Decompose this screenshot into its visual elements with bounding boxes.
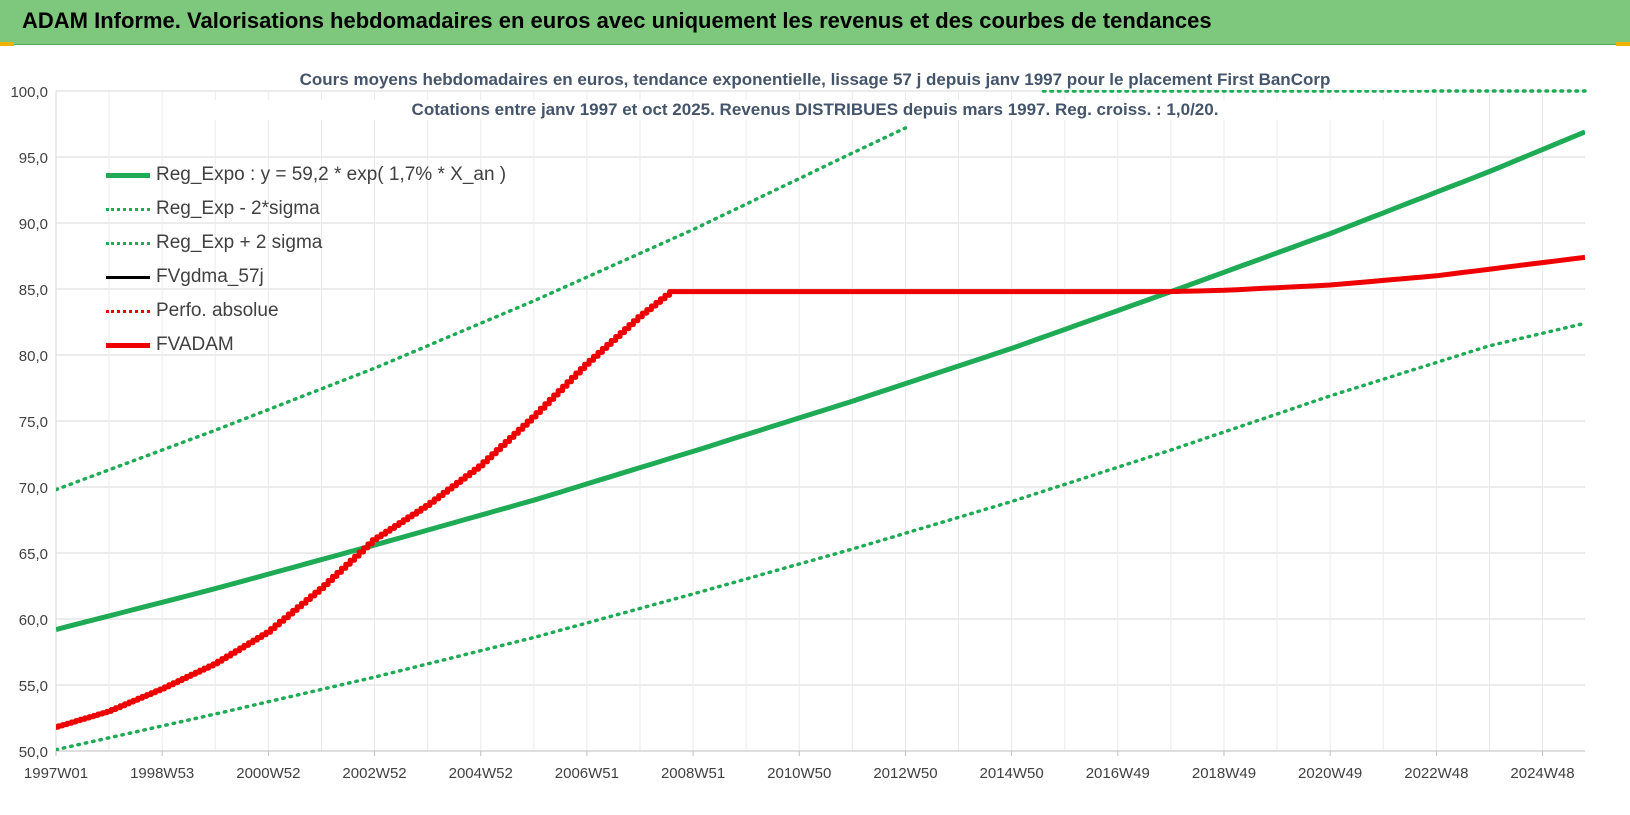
series-reg-exp-band	[56, 126, 908, 492]
x-tick-label: 2020W49	[1298, 765, 1362, 782]
x-tick-label: 2024W48	[1510, 765, 1574, 782]
x-tick-label: 2008W51	[661, 765, 725, 782]
legend-label: Reg_Exp + 2 sigma	[156, 232, 323, 253]
y-tick-label: 55,0	[19, 678, 48, 695]
x-tick-label: 2004W52	[449, 765, 513, 782]
corner-mark-right	[1616, 42, 1630, 46]
legend-swatch	[106, 241, 150, 245]
legend-swatch	[106, 207, 150, 211]
x-tick-label: 2000W52	[236, 765, 300, 782]
legend-swatch	[106, 309, 150, 313]
legend-label: Reg_Expo : y = 59,2 * exp( 1,7% * X_an )	[156, 164, 507, 185]
series-fvadam	[56, 254, 1585, 730]
legend-item: Reg_Expo : y = 59,2 * exp( 1,7% * X_an )	[106, 158, 506, 192]
legend-swatch	[106, 342, 150, 348]
legend-swatch	[106, 172, 150, 178]
legend-item: FVgdma_57j	[106, 260, 506, 294]
legend-label: FVADAM	[156, 334, 234, 355]
series-reg-exp-band	[56, 321, 1585, 751]
y-tick-label: 95,0	[19, 150, 48, 167]
x-tick-label: 2012W50	[873, 765, 937, 782]
legend-item: Reg_Exp - 2*sigma	[106, 192, 506, 226]
legend-swatch	[106, 275, 150, 279]
x-tick-label: 1998W53	[130, 765, 194, 782]
chart-title: Cours moyens hebdomadaires en euros, ten…	[200, 70, 1430, 90]
x-tick-label: 2014W50	[980, 765, 1044, 782]
y-tick-label: 90,0	[19, 216, 48, 233]
x-tick-label: 2022W48	[1404, 765, 1468, 782]
grid	[55, 90, 1585, 752]
y-axis: 50,0 55,0 60,0 65,0 70,0 75,0 80,0 85,0 90,0 95,0…	[10, 84, 48, 761]
y-tick-label: 65,0	[19, 546, 48, 563]
y-tick-label: 50,0	[19, 744, 48, 761]
y-tick-label: 85,0	[19, 282, 48, 299]
y-tick-label: 60,0	[19, 612, 48, 629]
legend-label: Perfo. absolue	[156, 300, 279, 321]
corner-mark-left	[0, 42, 14, 46]
legend-label: FVgdma_57j	[156, 266, 264, 287]
legend: Reg_Expo : y = 59,2 * exp( 1,7% * X_an )…	[106, 158, 506, 362]
banner-title: ADAM Informe. Valorisations hebdomadaire…	[22, 8, 1212, 33]
header-banner: ADAM Informe. Valorisations hebdomadaire…	[0, 0, 1630, 45]
x-axis: 1997W01 1998W53 2000W52 2002W52 2004W52 2006W…	[24, 751, 1575, 782]
x-tick-label: 2016W49	[1086, 765, 1150, 782]
x-tick-label: 1997W01	[24, 765, 88, 782]
legend-label: Reg_Exp - 2*sigma	[156, 198, 320, 219]
x-tick-label: 2002W52	[342, 765, 406, 782]
legend-item: Perfo. absolue	[106, 294, 506, 328]
legend-item: FVADAM	[106, 328, 506, 362]
y-tick-label: 75,0	[19, 414, 48, 431]
y-tick-label: 100,0	[10, 84, 48, 101]
chart-subtitle: Cotations entre janv 1997 et oct 2025. R…	[200, 100, 1430, 120]
y-tick-label: 70,0	[19, 480, 48, 497]
y-tick-label: 80,0	[19, 348, 48, 365]
legend-item: Reg_Exp + 2 sigma	[106, 226, 506, 260]
x-tick-label: 2006W51	[555, 765, 619, 782]
series-group	[56, 89, 1587, 751]
x-tick-label: 2010W50	[767, 765, 831, 782]
series-reg-expo	[56, 129, 1585, 633]
x-tick-label: 2018W49	[1192, 765, 1256, 782]
